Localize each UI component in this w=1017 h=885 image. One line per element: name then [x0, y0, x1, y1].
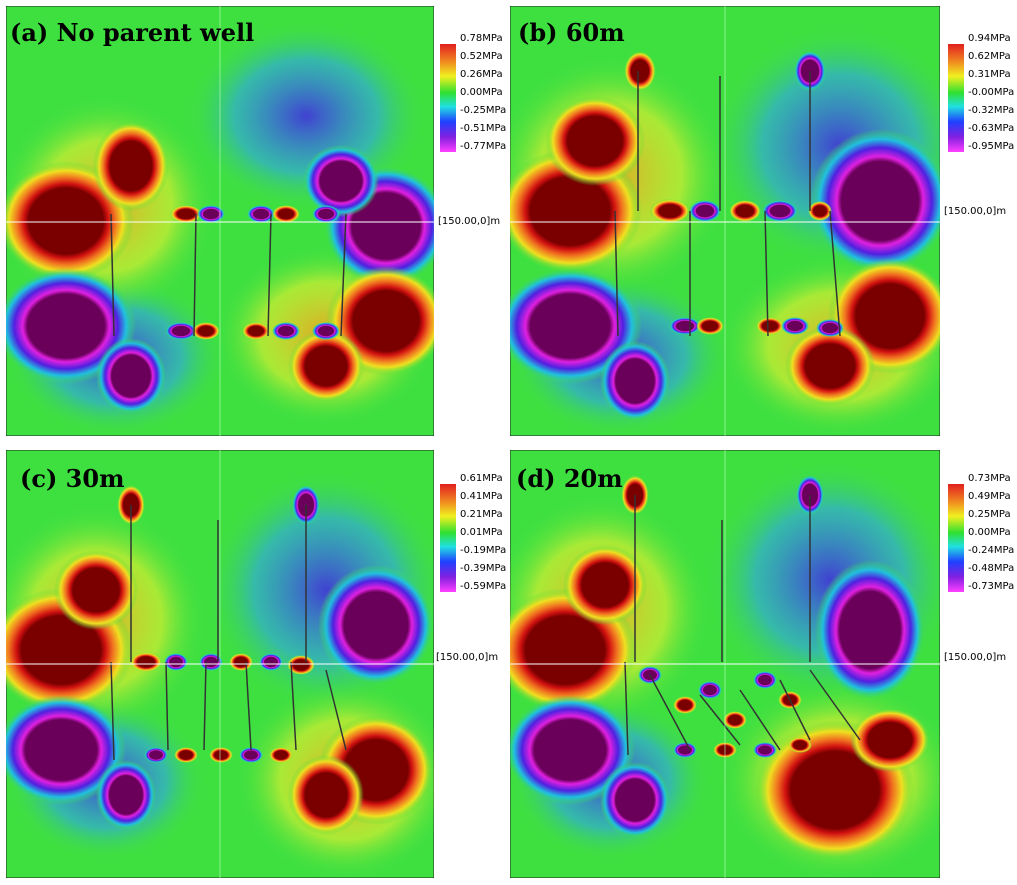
legend-c-tick: 0.61MPa — [460, 473, 503, 484]
legend-b-tick: 0.31MPa — [968, 69, 1011, 80]
coord-label-d: [150.00,0]m — [944, 652, 1007, 663]
panel-c-title: (c) 30m — [20, 464, 125, 493]
panel-b: (b) 60m — [510, 6, 940, 436]
legend-b: 0.94MPa 0.62MPa 0.31MPa -0.00MPa -0.32MP… — [948, 34, 1017, 154]
coord-label-c: [150.00,0]m — [436, 652, 499, 663]
legend-c-tick: -0.39MPa — [460, 563, 507, 574]
legend-a-tick: 0.52MPa — [460, 51, 503, 62]
legend-a-tick: 0.78MPa — [460, 33, 503, 44]
legend-d-tick: 0.49MPa — [968, 491, 1011, 502]
legend-a-tick: 0.26MPa — [460, 69, 503, 80]
legend-b-tick: -0.32MPa — [968, 105, 1015, 116]
legend-b-tick: 0.94MPa — [968, 33, 1011, 44]
coord-label-b: [150.00,0]m — [944, 206, 1007, 217]
legend-c: 0.61MPa 0.41MPa 0.21MPa 0.01MPa -0.19MPa… — [440, 474, 530, 594]
legend-a-tick: -0.77MPa — [460, 141, 507, 152]
panel-a-title: (a) No parent well — [10, 18, 255, 47]
legend-c-tick: -0.19MPa — [460, 545, 507, 556]
panel-d-title: (d) 20m — [516, 464, 623, 493]
coord-label-a: [150.00,0]m — [438, 216, 501, 227]
legend-d-tick: 0.00MPa — [968, 527, 1011, 538]
legend-b-tick: -0.63MPa — [968, 123, 1015, 134]
legend-a-tick: -0.51MPa — [460, 123, 507, 134]
legend-a-tick: -0.25MPa — [460, 105, 507, 116]
legend-c-tick: 0.41MPa — [460, 491, 503, 502]
legend-b-tick: 0.62MPa — [968, 51, 1011, 62]
panel-b-title: (b) 60m — [518, 18, 625, 47]
legend-a-colorbar — [440, 44, 456, 152]
stress-field-c — [6, 450, 434, 878]
legend-a: 0.78MPa 0.52MPa 0.26MPa 0.00MPa -0.25MPa… — [440, 34, 530, 154]
panel-c: (c) 30m — [6, 450, 434, 878]
legend-b-colorbar — [948, 44, 964, 152]
stress-field-d — [510, 450, 940, 878]
legend-c-colorbar — [440, 484, 456, 592]
panel-d: (d) 20m — [510, 450, 940, 878]
panel-a: (a) No parent well — [6, 6, 434, 436]
legend-c-tick: 0.21MPa — [460, 509, 503, 520]
legend-d-colorbar — [948, 484, 964, 592]
stress-field-a — [6, 6, 434, 436]
stress-field-b — [510, 6, 940, 436]
legend-d-tick: 0.73MPa — [968, 473, 1011, 484]
legend-b-tick: -0.00MPa — [968, 87, 1015, 98]
legend-d-tick: -0.73MPa — [968, 581, 1015, 592]
legend-c-tick: 0.01MPa — [460, 527, 503, 538]
legend-c-tick: -0.59MPa — [460, 581, 507, 592]
legend-b-tick: -0.95MPa — [968, 141, 1015, 152]
legend-d-tick: 0.25MPa — [968, 509, 1011, 520]
legend-a-tick: 0.00MPa — [460, 87, 503, 98]
legend-d: 0.73MPa 0.49MPa 0.25MPa 0.00MPa -0.24MPa… — [948, 474, 1017, 594]
legend-d-tick: -0.24MPa — [968, 545, 1015, 556]
legend-d-tick: -0.48MPa — [968, 563, 1015, 574]
